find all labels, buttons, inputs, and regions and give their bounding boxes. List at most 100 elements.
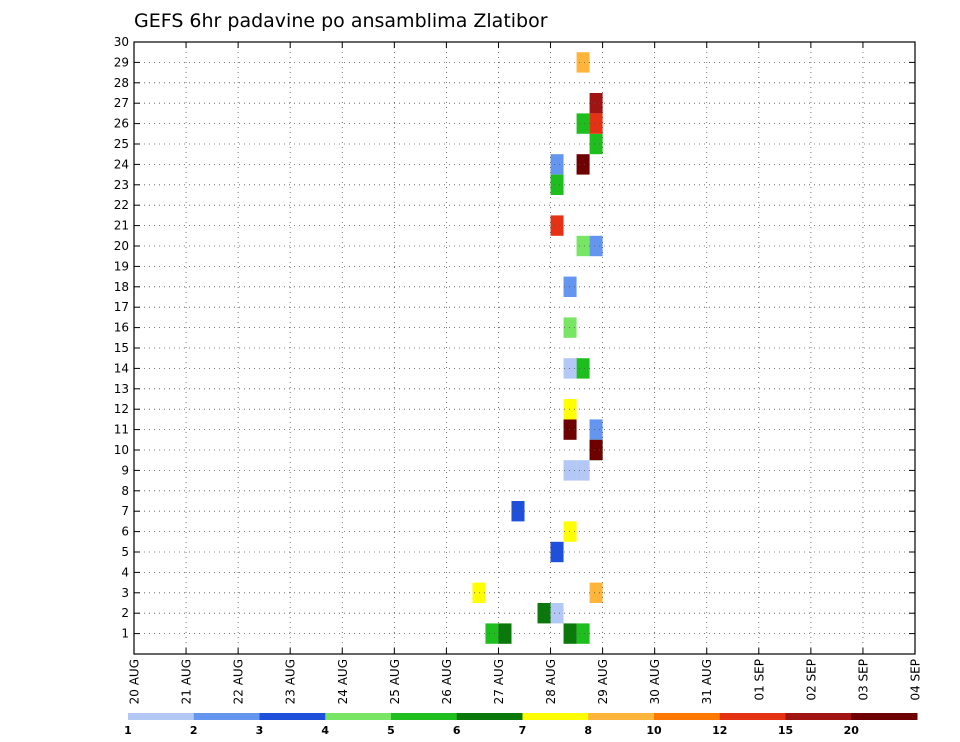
y-tick-label: 18 (114, 280, 129, 294)
precip-cell (550, 541, 564, 563)
y-tick-label: 27 (114, 96, 129, 110)
legend-swatch (193, 713, 260, 720)
y-tick-label: 15 (114, 341, 129, 355)
legend-level-label: 12 (712, 724, 727, 737)
precip-cell (563, 317, 577, 338)
x-tick-label: 30 AUG (648, 659, 662, 704)
precip-cell (563, 358, 577, 379)
precip-cell (563, 460, 577, 481)
y-tick-label: 10 (114, 443, 129, 457)
legend-level-label: 10 (646, 724, 662, 737)
y-tick-label: 22 (114, 198, 129, 212)
legend-level-label: 15 (778, 724, 793, 737)
legend-swatch (785, 713, 852, 720)
x-tick-label: 20 AUG (128, 659, 142, 704)
y-tick-label: 5 (121, 545, 129, 559)
y-axis: 1234567891011121314151617181920212223242… (114, 35, 915, 641)
legend-swatch (325, 713, 392, 720)
legend-level-label: 5 (387, 724, 395, 737)
y-tick-label: 23 (114, 178, 129, 192)
y-tick-label: 2 (121, 606, 129, 620)
legend-level-label: 3 (256, 724, 264, 737)
legend-level-label: 4 (321, 724, 329, 737)
y-tick-label: 20 (114, 239, 129, 253)
precip-cell (576, 623, 590, 644)
x-tick-label: 02 SEP (804, 659, 818, 701)
legend-swatch (391, 713, 458, 720)
legend-swatch (128, 713, 195, 720)
x-tick-label: 21 AUG (180, 659, 194, 704)
y-tick-label: 6 (121, 525, 129, 539)
x-tick-label: 28 AUG (544, 659, 558, 704)
x-tick-label: 27 AUG (492, 659, 506, 704)
precip-cell (485, 623, 499, 644)
y-tick-label: 21 (114, 219, 129, 233)
x-tick-label: 03 SEP (856, 659, 870, 701)
precip-cell (589, 235, 603, 257)
chart-title: GEFS 6hr padavine po ansamblima Zlatibor (134, 10, 548, 32)
y-tick-label: 30 (114, 35, 129, 49)
precip-cell (576, 154, 590, 175)
precip-cell (576, 52, 590, 73)
precip-cell (511, 501, 525, 522)
x-axis: 20 AUG 21 AUG 22 AUG 23 AUG 24 AUG 25 AUG 26 A… (128, 42, 923, 704)
precip-cell (576, 113, 590, 134)
y-tick-label: 12 (114, 402, 129, 416)
precip-cell (550, 215, 564, 236)
y-tick-label: 8 (121, 484, 129, 498)
legend-level-label: 1 (124, 724, 132, 737)
y-tick-label: 11 (114, 423, 129, 437)
precip-cell (589, 93, 603, 114)
x-tick-label: 26 AUG (440, 659, 454, 704)
y-tick-label: 16 (114, 321, 129, 335)
legend-swatch (522, 713, 589, 720)
legend-level-label: 7 (519, 724, 527, 737)
x-tick-label: 23 AUG (284, 659, 298, 704)
precip-cell (563, 419, 577, 440)
y-tick-label: 25 (114, 137, 129, 151)
x-tick-label: 31 AUG (700, 659, 714, 704)
x-tick-label: 01 SEP (752, 659, 766, 701)
precip-cell (576, 460, 590, 481)
precip-cell (576, 235, 590, 257)
legend-level-label: 6 (453, 724, 461, 737)
precip-cell (563, 521, 577, 542)
y-tick-label: 24 (114, 157, 129, 171)
y-tick-label: 19 (114, 259, 129, 273)
legend-swatch (588, 713, 655, 720)
x-tick-label: 29 AUG (596, 659, 610, 704)
y-tick-label: 29 (114, 55, 129, 69)
gridlines (134, 41, 915, 654)
precip-cell (589, 439, 603, 461)
x-tick-label: 25 AUG (388, 659, 402, 704)
precip-cell (472, 582, 486, 603)
legend-swatch (456, 713, 523, 720)
precip-cell (589, 133, 603, 155)
legend-level-label: 8 (584, 724, 592, 737)
precip-cell (589, 419, 603, 440)
x-tick-label: 24 AUG (336, 659, 350, 704)
y-tick-label: 3 (121, 586, 129, 600)
legend-swatch (851, 713, 918, 720)
precip-cell (563, 276, 577, 297)
y-tick-label: 17 (114, 300, 129, 314)
legend-swatch (259, 713, 326, 720)
precip-cell (550, 154, 564, 175)
y-tick-label: 1 (121, 627, 129, 641)
x-tick-label: 04 SEP (909, 659, 923, 701)
precip-cell (550, 603, 564, 624)
legend-level-label: 20 (844, 724, 860, 737)
y-tick-label: 14 (114, 361, 129, 375)
y-tick-label: 28 (114, 76, 129, 90)
legend-swatch (654, 713, 721, 720)
precip-cell (589, 113, 603, 134)
y-tick-label: 4 (121, 565, 129, 579)
y-tick-label: 9 (121, 463, 129, 477)
precipitation-cells (472, 52, 603, 644)
precip-cell (563, 623, 577, 644)
precip-cell (563, 399, 577, 420)
x-tick-label: 22 AUG (232, 659, 246, 704)
legend-swatch (719, 713, 786, 720)
y-tick-label: 7 (121, 504, 129, 518)
